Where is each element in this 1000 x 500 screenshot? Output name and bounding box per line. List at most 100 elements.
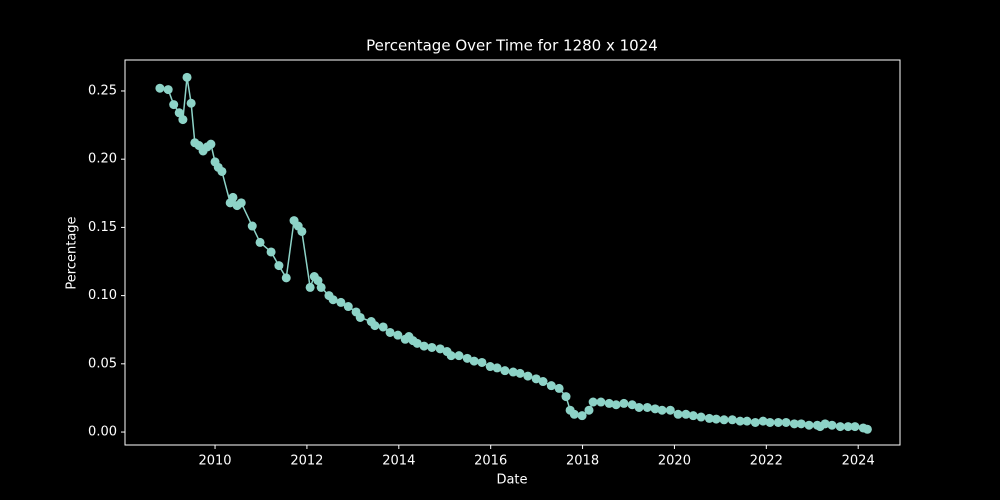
data-point: [742, 416, 752, 426]
data-point: [850, 422, 860, 432]
data-point: [508, 367, 518, 377]
data-point: [427, 342, 437, 352]
y-axis-label: Percentage: [65, 216, 80, 289]
y-tick-label: 0.00: [88, 425, 117, 440]
data-point: [316, 282, 326, 292]
data-point: [297, 226, 307, 236]
data-point: [642, 402, 652, 412]
data-point: [789, 419, 799, 429]
data-point: [370, 321, 380, 331]
data-point: [343, 302, 353, 312]
data-point: [843, 422, 853, 432]
data-point: [681, 409, 691, 419]
data-point: [228, 192, 238, 202]
data-point: [596, 397, 606, 407]
x-tick-label: 2022: [750, 454, 783, 469]
data-point: [673, 409, 683, 419]
data-point: [462, 353, 472, 363]
data-point: [274, 261, 284, 271]
data-point: [454, 351, 464, 361]
data-point: [412, 338, 422, 348]
x-tick-label: 2018: [566, 454, 599, 469]
x-tick-label: 2016: [474, 454, 507, 469]
data-point: [186, 98, 196, 108]
data-point: [247, 221, 257, 231]
y-tick-label: 0.20: [88, 152, 117, 167]
data-point: [446, 351, 456, 361]
data-point: [569, 409, 579, 419]
data-point: [236, 198, 246, 208]
data-point: [804, 420, 814, 430]
data-point: [781, 417, 791, 427]
data-point: [435, 344, 445, 354]
data-point: [827, 420, 837, 430]
data-point: [178, 115, 188, 125]
data-point: [619, 398, 629, 408]
data-point: [169, 100, 179, 110]
data-point: [711, 414, 721, 424]
axes-frame: [124, 59, 901, 446]
data-point: [611, 400, 621, 410]
data-point: [500, 366, 510, 376]
x-tick-label: 2020: [658, 454, 691, 469]
data-point: [554, 383, 564, 393]
data-point: [773, 417, 783, 427]
data-point: [515, 368, 525, 378]
y-tick-label: 0.15: [88, 220, 117, 235]
data-point: [378, 322, 388, 332]
data-point: [765, 417, 775, 427]
data-point: [627, 400, 637, 410]
data-point: [650, 404, 660, 414]
data-point: [835, 422, 845, 432]
data-point: [735, 416, 745, 426]
data-point: [531, 374, 541, 384]
data-point: [561, 392, 571, 402]
data-point: [305, 282, 315, 292]
data-point: [820, 419, 830, 429]
data-point: [355, 312, 365, 322]
data-point: [419, 341, 429, 351]
data-point: [796, 419, 806, 429]
data-point: [477, 357, 487, 367]
data-point: [385, 327, 395, 337]
data-point: [657, 405, 667, 415]
x-tick-label: 2024: [842, 454, 875, 469]
data-point: [174, 108, 184, 118]
y-tick-label: 0.25: [88, 83, 117, 98]
data-point: [688, 411, 698, 421]
data-point: [634, 402, 644, 412]
data-point: [538, 377, 548, 387]
chart-title: Percentage Over Time for 1280 x 1024: [366, 37, 658, 55]
data-point: [469, 356, 479, 366]
data-point: [704, 413, 714, 423]
data-point: [862, 424, 872, 434]
data-point: [255, 237, 265, 247]
data-point: [492, 363, 502, 373]
x-tick-label: 2010: [198, 454, 231, 469]
data-point: [281, 273, 291, 283]
y-tick-label: 0.10: [88, 288, 117, 303]
data-point: [604, 398, 614, 408]
data-point: [577, 411, 587, 421]
data-point: [758, 416, 768, 426]
data-point: [206, 139, 216, 149]
data-point: [328, 295, 338, 305]
data-point: [665, 405, 675, 415]
data-point: [266, 247, 276, 257]
data-point: [485, 362, 495, 372]
data-point: [546, 381, 556, 391]
data-point: [727, 415, 737, 425]
data-point: [163, 85, 173, 95]
data-point: [588, 397, 598, 407]
data-point: [696, 412, 706, 422]
data-point: [523, 371, 533, 381]
data-point: [182, 72, 192, 82]
data-point: [155, 83, 165, 93]
data-point: [750, 417, 760, 427]
data-point: [313, 276, 323, 286]
y-tick-label: 0.05: [88, 356, 117, 371]
x-tick-label: 2014: [382, 454, 415, 469]
